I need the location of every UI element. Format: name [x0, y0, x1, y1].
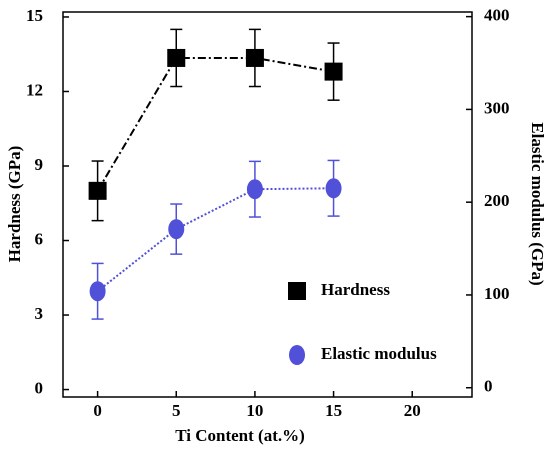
x-tick-label: 15 [325, 401, 342, 420]
plot-frame [62, 11, 473, 398]
data-point [246, 179, 263, 200]
legend-marker [288, 282, 306, 300]
x-tick-label: 5 [172, 401, 181, 420]
y-tick-label: 0 [35, 378, 44, 397]
x-axis-label: Ti Content (at.%) [175, 426, 305, 445]
y2-tick-label: 200 [484, 191, 510, 210]
y2-axis-label: Elastic modulus (GPa) [528, 122, 547, 285]
y-axis-label: Hardness (GPa) [5, 146, 24, 263]
data-point [167, 48, 186, 67]
y2-tick-label: 400 [484, 6, 510, 25]
data-point [89, 281, 106, 302]
y-tick-label: 12 [26, 80, 43, 99]
y-tick-label: 3 [35, 304, 44, 323]
series-line [96, 187, 334, 293]
legend-label: Elastic modulus [321, 344, 437, 363]
y-tick-label: 6 [35, 229, 44, 248]
x-tick-label: 20 [404, 401, 421, 420]
legend-marker [289, 345, 305, 365]
y2-tick-label: 100 [484, 284, 510, 303]
data-point [245, 48, 264, 67]
y-tick-label: 15 [26, 6, 43, 25]
x-tick-label: 0 [93, 401, 102, 420]
data-point [324, 62, 343, 81]
series-line [96, 56, 334, 192]
data-point [88, 181, 107, 200]
data-point [325, 178, 342, 199]
y-tick-label: 9 [35, 155, 44, 174]
legend-label: Hardness [321, 280, 390, 299]
data-point [168, 219, 185, 240]
y2-tick-label: 300 [484, 98, 510, 117]
y2-tick-label: 0 [484, 377, 493, 396]
x-tick-label: 10 [246, 401, 263, 420]
